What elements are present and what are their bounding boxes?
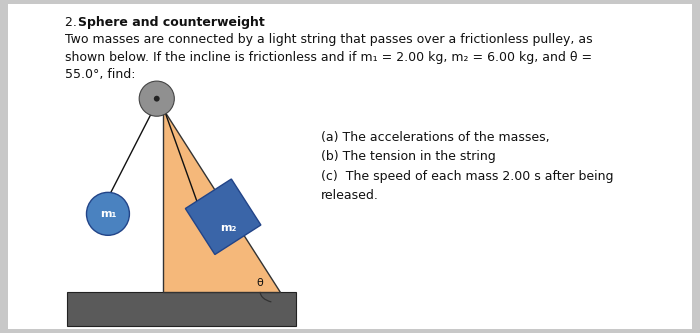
Text: m₂: m₂ [220,223,236,233]
Text: θ: θ [257,278,264,288]
Polygon shape [162,110,280,292]
Circle shape [87,192,130,235]
Text: 2.: 2. [65,16,81,29]
Text: (b) The tension in the string: (b) The tension in the string [321,151,496,164]
Polygon shape [186,179,261,254]
Text: (c)  The speed of each mass 2.00 s after being: (c) The speed of each mass 2.00 s after … [321,170,613,183]
Text: released.: released. [321,189,379,202]
Text: Two masses are connected by a light string that passes over a frictionless pulle: Two masses are connected by a light stri… [65,33,593,46]
Text: m₁: m₁ [100,209,116,219]
Text: 55.0°, find:: 55.0°, find: [65,68,136,81]
Text: shown below. If the incline is frictionless and if m₁ = 2.00 kg, m₂ = 6.00 kg, a: shown below. If the incline is frictionl… [65,51,592,64]
Text: Sphere and counterweight: Sphere and counterweight [78,16,265,29]
Text: (a) The accelerations of the masses,: (a) The accelerations of the masses, [321,131,550,144]
Circle shape [154,96,160,102]
Circle shape [139,81,174,116]
Bar [67,292,296,326]
